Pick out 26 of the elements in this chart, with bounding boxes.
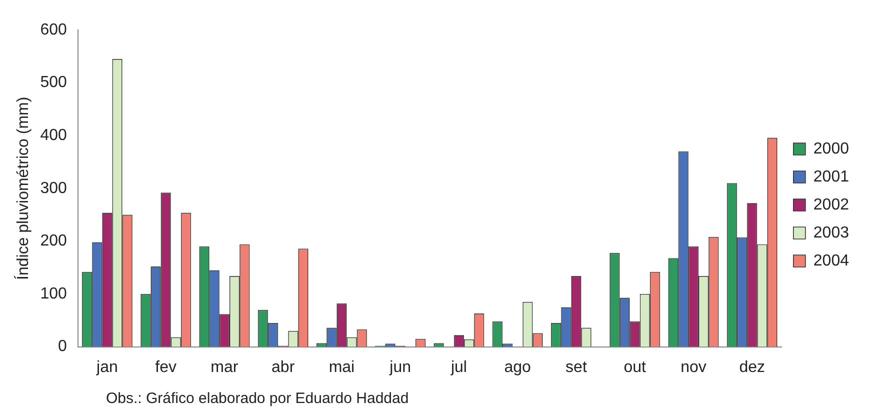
text: Obs.: Gráfico elaborado por Eduardo Haddad [106, 390, 409, 407]
legend-label: 2004 [813, 252, 850, 270]
y-tick-label: 400 [40, 127, 67, 144]
y-tick-label: 0 [58, 338, 67, 356]
x-tick-label: ago [504, 358, 532, 376]
x-tick-label: set [566, 358, 588, 376]
x-tick-label: jul [450, 358, 467, 376]
y-tick-label: 500 [40, 74, 67, 92]
y-tick-label: 100 [40, 285, 67, 302]
legend-label: 2000 [813, 140, 850, 158]
y-tick-label: 200 [40, 232, 67, 250]
legend-label: 2002 [813, 196, 850, 214]
x-tick-label: nov [680, 358, 706, 376]
x-tick-label: mai [328, 358, 355, 376]
legend-label: 2003 [813, 224, 850, 242]
x-tick-label: abr [272, 358, 296, 376]
x-tick-label: out [624, 358, 647, 376]
x-tick-label: jun [388, 358, 412, 376]
x-tick-label: mar [210, 358, 239, 376]
x-tick-label: fev [155, 358, 177, 376]
y-tick-label: 300 [40, 180, 67, 197]
legend-label: 2001 [813, 168, 850, 186]
y-tick-label: 600 [40, 21, 67, 38]
y-axis-title: Índice pluviométrico (mm) [14, 96, 32, 280]
x-tick-label: dez [739, 358, 765, 376]
x-tick-label: jan [96, 358, 118, 376]
